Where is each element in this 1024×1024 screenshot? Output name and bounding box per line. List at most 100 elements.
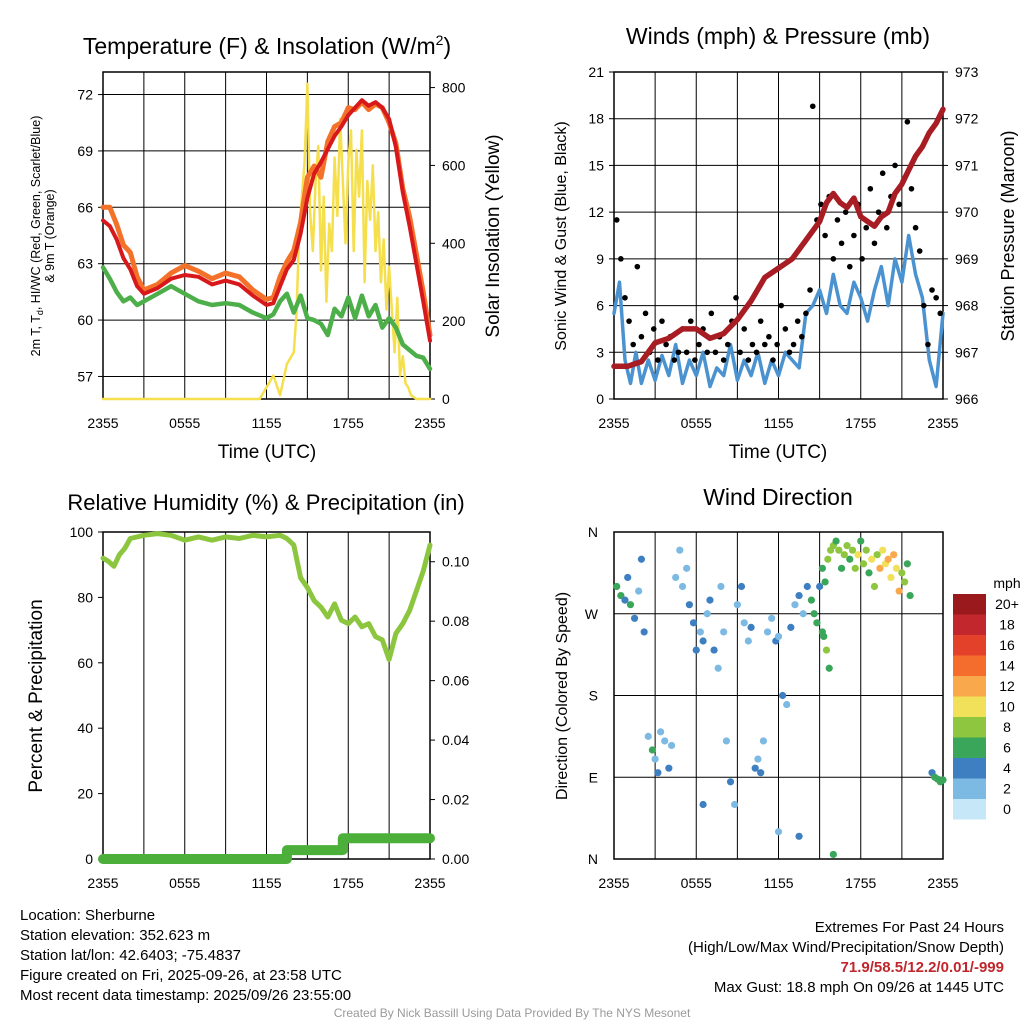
direction-point <box>696 628 704 636</box>
dir-y-tick-label: N <box>588 851 598 867</box>
gust-point <box>630 341 636 348</box>
pressure-y2-tick-label: 970 <box>955 204 979 220</box>
pressure-y2-tick-label: 973 <box>955 64 979 80</box>
gust-point <box>774 341 780 348</box>
direction-point <box>818 628 826 636</box>
legend-swatch <box>953 696 986 717</box>
temp-x-tick-label: 0555 <box>169 415 200 431</box>
dir-y-tick-label: W <box>585 606 599 622</box>
wind-x-tick-label: 0555 <box>681 415 712 431</box>
gust-point <box>799 333 805 340</box>
legend-swatch <box>953 614 986 635</box>
temp-y-tick-label: 57 <box>77 368 93 384</box>
direction-point <box>714 664 722 672</box>
direction-point <box>685 601 693 609</box>
precipitation-series-line <box>98 833 435 864</box>
direction-point <box>644 732 652 740</box>
gust-point <box>712 349 719 356</box>
temp-frame <box>102 71 431 400</box>
direction-point <box>822 646 831 654</box>
winds-panel: Winds (mph) & Pressure (mb) Time (UTC) S… <box>553 23 1018 463</box>
dir-x-tick-label: 1155 <box>763 875 793 891</box>
direction-point <box>759 737 768 745</box>
direction-point <box>763 628 772 636</box>
gust-point <box>871 240 878 247</box>
direction-point <box>857 537 865 545</box>
gust-point <box>737 349 743 356</box>
direction-point <box>737 582 746 591</box>
direction-point <box>703 610 711 618</box>
insolation-y2-tick-label: 800 <box>442 80 466 96</box>
direction-point <box>803 582 811 591</box>
max-gust-text: Max Gust: 18.8 mph On 09/26 at 1445 UTC <box>713 979 1004 996</box>
direction-point <box>848 546 857 554</box>
direction-point <box>939 776 947 784</box>
legend-label: 20+ <box>995 596 1019 612</box>
gust-point <box>618 256 624 262</box>
temperature-y-label-line1: 2m T, Td, HI/WC (Red, Green, Scarlet/Blu… <box>29 116 45 357</box>
gust-point <box>859 256 865 262</box>
direction-point <box>840 551 848 559</box>
direction-point <box>870 582 879 591</box>
direction-point <box>768 614 776 622</box>
pressure-y2-tick-label: 968 <box>955 298 979 314</box>
wind-x-tick-label: 1755 <box>845 415 876 431</box>
gust-point <box>753 349 760 356</box>
direction-point <box>740 619 748 627</box>
gust-point <box>851 232 857 239</box>
direction-point <box>676 546 684 554</box>
dir-y-tick-label: N <box>588 524 598 540</box>
pressure-y2-tick-label: 972 <box>955 111 979 127</box>
gust-point <box>908 185 915 192</box>
gust-point <box>892 162 898 169</box>
humidity-y-label: Percent & Precipitation <box>26 599 47 792</box>
pressure-y2-tick-label: 969 <box>955 251 979 267</box>
direction-point <box>906 591 914 600</box>
legend-swatch <box>953 758 986 779</box>
gust-point <box>683 349 690 356</box>
direction-point <box>807 596 816 604</box>
direction-point <box>783 700 791 709</box>
temp-y-tick-label: 72 <box>77 87 93 103</box>
humidity-panel: Relative Humidity (%) & Precipitation (i… <box>26 490 469 891</box>
direction-point <box>851 564 859 572</box>
temperature-y-label-line2: & 9m T (Orange) <box>43 189 57 282</box>
direction-point <box>795 832 803 840</box>
pressure-y2-tick-label: 966 <box>955 391 979 407</box>
legend-swatch <box>953 635 986 656</box>
gust-point <box>613 217 620 223</box>
direction-point <box>862 546 870 554</box>
insolation-y2-tick-label: 200 <box>442 313 466 329</box>
gust-point <box>786 349 793 356</box>
gust-point <box>733 294 739 301</box>
gust-point <box>724 341 731 348</box>
gust-point <box>842 209 849 215</box>
rh-x-tick-label: 0555 <box>169 875 200 891</box>
temperature-title: Temperature (F) & Insolation (W/m2) <box>83 32 451 59</box>
legend-label: 8 <box>1003 719 1011 735</box>
rh-y-tick-label: 20 <box>77 786 93 802</box>
gust-point <box>790 341 797 348</box>
gust-point <box>794 318 801 324</box>
rh-y-tick-label: 100 <box>70 524 94 540</box>
credit-text: Created By Nick Bassill Using Data Provi… <box>333 1006 691 1020</box>
dir-x-tick-label: 2355 <box>598 875 629 891</box>
direction-point <box>744 637 752 645</box>
direction-point <box>843 542 851 550</box>
direction-point <box>779 691 787 700</box>
temperature-panel: Temperature (F) & Insolation (W/m2) Time… <box>29 32 504 463</box>
direction-point <box>717 582 725 591</box>
gust-point <box>757 318 764 324</box>
humidity-title: Relative Humidity (%) & Precipitation (i… <box>67 490 464 515</box>
gust-point <box>933 294 939 301</box>
direction-point <box>648 746 656 754</box>
direction-point <box>722 737 731 745</box>
wind-y-tick-label: 6 <box>596 298 604 314</box>
location-text: Location: Sherburne <box>20 907 156 924</box>
dewpoint-series-line <box>100 265 433 372</box>
legend-label: 14 <box>999 658 1015 674</box>
gust-point <box>708 310 715 317</box>
wind-y-tick-label: 18 <box>588 111 604 127</box>
rh-x-tick-label: 1755 <box>333 875 364 891</box>
